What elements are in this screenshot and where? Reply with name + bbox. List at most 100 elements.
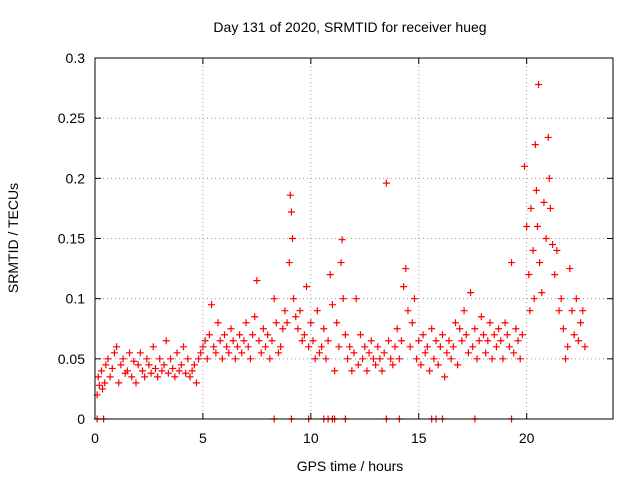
data-point	[559, 325, 567, 333]
data-point	[264, 331, 272, 339]
data-point	[544, 133, 552, 141]
data-point	[451, 319, 459, 327]
data-point	[525, 271, 533, 279]
data-point	[328, 301, 336, 309]
data-point	[203, 355, 211, 363]
data-point	[521, 162, 529, 170]
data-point	[313, 307, 321, 315]
data-point	[404, 307, 412, 315]
data-point	[540, 198, 548, 206]
axis-ticks	[94, 57, 613, 420]
data-point	[99, 385, 107, 393]
data-point	[419, 331, 427, 339]
data-point	[393, 325, 401, 333]
data-point	[467, 289, 475, 297]
data-point	[315, 349, 323, 357]
data-point	[354, 361, 362, 369]
data-point	[242, 319, 250, 327]
data-point	[367, 337, 375, 345]
data-point	[167, 355, 175, 363]
data-point	[473, 355, 481, 363]
data-point	[335, 343, 343, 351]
data-point	[326, 271, 334, 279]
data-point	[501, 319, 509, 327]
data-point	[175, 367, 183, 375]
chart-title: Day 131 of 2020, SRMTID for receiver hue…	[213, 19, 486, 35]
data-point	[141, 373, 149, 381]
data-point	[331, 367, 339, 375]
data-point	[292, 313, 300, 321]
data-point	[346, 343, 354, 351]
data-point	[262, 343, 270, 351]
data-point	[497, 337, 505, 345]
data-point	[570, 331, 578, 339]
data-point	[210, 343, 218, 351]
y-tick-label: 0.25	[58, 110, 85, 126]
data-point	[428, 325, 436, 333]
data-point	[149, 343, 157, 351]
data-point	[458, 337, 466, 345]
data-point	[436, 343, 444, 351]
data-point	[94, 373, 102, 381]
data-point	[236, 331, 244, 339]
data-point	[119, 355, 127, 363]
data-point	[296, 307, 304, 315]
data-point	[255, 337, 263, 345]
data-point	[221, 331, 228, 339]
data-point	[434, 361, 442, 369]
data-point	[147, 369, 155, 377]
data-point	[192, 379, 200, 387]
data-point	[562, 355, 570, 363]
data-point	[233, 343, 241, 351]
data-point	[101, 379, 109, 387]
data-point	[182, 369, 190, 377]
data-point	[344, 355, 352, 363]
data-point	[179, 343, 187, 351]
data-point	[318, 343, 326, 351]
x-tick-label: 20	[519, 430, 535, 446]
data-point	[277, 343, 285, 351]
data-point	[162, 337, 170, 345]
data-point	[546, 204, 554, 212]
data-point	[320, 325, 328, 333]
data-point	[341, 331, 349, 339]
data-point	[104, 355, 112, 363]
data-point	[495, 325, 503, 333]
data-point	[460, 307, 468, 315]
data-point	[503, 331, 511, 339]
data-point	[145, 361, 153, 369]
data-point	[462, 331, 470, 339]
data-point	[372, 361, 380, 369]
data-points	[93, 80, 589, 423]
data-point	[572, 295, 580, 303]
data-point	[538, 289, 546, 297]
data-point	[423, 343, 431, 351]
data-point	[490, 331, 498, 339]
data-point	[303, 283, 311, 291]
data-point	[581, 343, 589, 351]
data-point	[117, 361, 125, 369]
y-tick-label: 0.1	[66, 291, 86, 307]
data-point	[214, 319, 222, 327]
data-point	[486, 319, 494, 327]
data-point	[288, 235, 296, 242]
data-point	[223, 343, 231, 351]
data-point	[216, 337, 224, 345]
data-point	[123, 367, 131, 375]
data-point	[356, 331, 364, 339]
data-point	[512, 325, 520, 333]
data-point	[443, 349, 451, 357]
data-point	[251, 313, 259, 321]
data-point	[482, 349, 490, 357]
data-point	[402, 265, 410, 273]
data-point	[464, 349, 472, 357]
data-point	[551, 271, 559, 279]
data-point	[309, 337, 317, 345]
data-point	[536, 259, 544, 267]
data-point	[510, 349, 518, 357]
data-point	[274, 349, 282, 357]
data-point	[177, 361, 185, 369]
data-point	[240, 337, 248, 345]
data-point	[212, 349, 220, 357]
data-point	[385, 337, 393, 345]
